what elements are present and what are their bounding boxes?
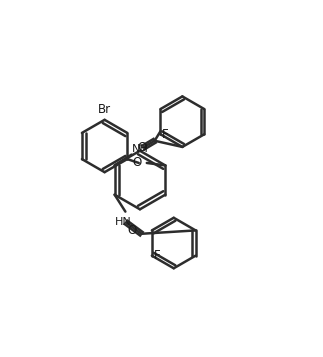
Text: Br: Br <box>98 103 111 116</box>
Text: NH: NH <box>132 144 149 154</box>
Text: HN: HN <box>115 217 131 227</box>
Text: O: O <box>133 156 142 169</box>
Text: F: F <box>162 128 169 141</box>
Text: O: O <box>127 223 136 237</box>
Text: O: O <box>138 141 147 154</box>
Text: F: F <box>154 249 160 262</box>
